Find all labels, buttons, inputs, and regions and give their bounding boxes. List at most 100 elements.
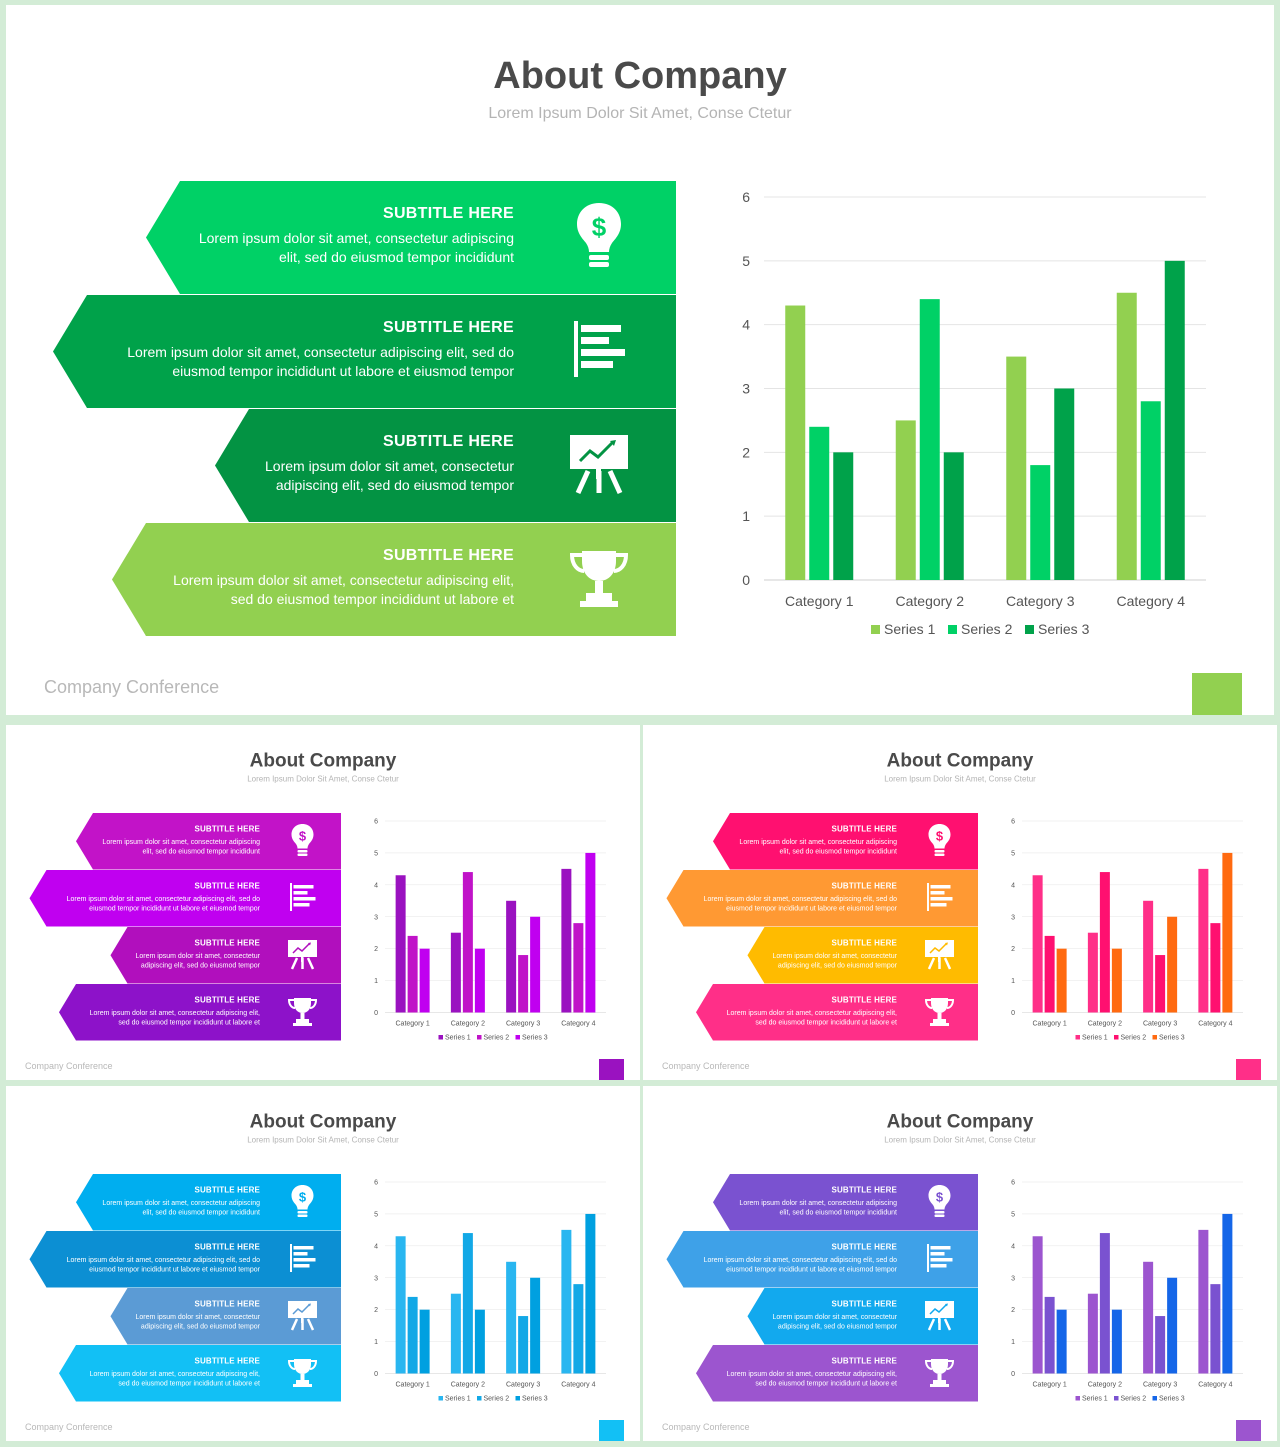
y-tick-label: 0 xyxy=(742,572,750,588)
y-tick-label: 1 xyxy=(374,978,378,985)
band-body-line-2: eiusmod tempor incididunt ut labore et e… xyxy=(726,904,897,912)
band-body: Lorem ipsum dolor sit amet, consectetur a… xyxy=(773,951,898,970)
bar-series-1-cat-3 xyxy=(1006,356,1027,580)
band-heading: SUBTITLE HERE xyxy=(831,882,897,891)
bar-series-3-cat-2 xyxy=(943,452,964,580)
band-body-line-2: elit, sed do eiusmod tempor incididunt xyxy=(779,847,897,855)
footer-text: Company Conference xyxy=(25,1422,113,1432)
slide-blue[interactable]: About Company Lorem Ipsum Dolor Sit Amet,… xyxy=(6,1086,640,1441)
bar-series-3-cat-4 xyxy=(585,1213,596,1374)
bar-series-2-cat-3 xyxy=(518,1316,529,1374)
bar-series-1-cat-3 xyxy=(1143,900,1154,1013)
x-tick-label: Category 1 xyxy=(396,1382,430,1389)
band-heading: SUBTITLE HERE xyxy=(382,319,514,336)
y-tick-label: 0 xyxy=(1011,1371,1015,1378)
slide-pink-orange[interactable]: About Company Lorem Ipsum Dolor Sit Amet,… xyxy=(643,725,1277,1080)
trophy-icon xyxy=(286,993,319,1030)
band-heading: SUBTITLE HERE xyxy=(382,433,514,450)
footer-text: Company Conference xyxy=(662,1061,750,1071)
bar-series-3-cat-1 xyxy=(1056,948,1067,1013)
band-body-line-2: eiusmod tempor incididunt ut labore et e… xyxy=(89,904,260,912)
info-band-4: SUBTITLE HERE Lorem ipsum dolor sit amet,… xyxy=(696,984,978,1041)
x-tick-label: Category 1 xyxy=(396,1021,430,1028)
legend-label: Series 1 xyxy=(445,1035,471,1042)
band-body: Lorem ipsum dolor sit amet, consectetur … xyxy=(739,1198,897,1217)
slide-violet-blue[interactable]: About Company Lorem Ipsum Dolor Sit Amet,… xyxy=(643,1086,1277,1441)
x-tick-label: Category 1 xyxy=(1033,1382,1067,1389)
band-heading: SUBTITLE HERE xyxy=(382,547,514,564)
band-arrow-shape xyxy=(666,1231,978,1288)
band-body-line-1: Lorem ipsum dolor sit amet, consectetur … xyxy=(703,894,897,903)
band-body: Lorem ipsum dolor sit amet, consectetur … xyxy=(704,1255,897,1274)
slide-green[interactable]: About Company Lorem Ipsum Dolor Sit Amet,… xyxy=(6,5,1274,715)
band-body-line-1: Lorem ipsum dolor sit amet, consectetur … xyxy=(102,837,260,846)
x-tick-label: Category 2 xyxy=(1088,1382,1122,1389)
corner-accent-square xyxy=(1236,1420,1261,1441)
band-heading: SUBTITLE HERE xyxy=(194,996,260,1005)
slide-purple[interactable]: About Company Lorem Ipsum Dolor Sit Amet,… xyxy=(6,725,640,1080)
band-text: SUBTITLE HERE Lorem ipsum dolor sit amet,… xyxy=(727,996,897,1027)
trophy-icon xyxy=(923,1354,956,1391)
page-title: About Company xyxy=(493,55,787,97)
info-band-4: SUBTITLE HERE Lorem ipsum dolor sit amet,… xyxy=(696,1345,978,1402)
x-tick-label: Category 3 xyxy=(1006,593,1075,609)
band-body-line-1: Lorem ipsum dolor sit amet, consectetur … xyxy=(102,1198,260,1207)
legend-label: Series 3 xyxy=(522,1035,548,1042)
chart-legend: Series 1 Series 2 Series 3 xyxy=(1075,1035,1185,1042)
band-body: Lorem ipsum dolor sit amet, consectetur … xyxy=(199,229,514,267)
page-title: About Company xyxy=(886,750,1034,771)
bar-series-2-cat-3 xyxy=(518,955,529,1013)
corner-accent-square xyxy=(1192,673,1242,715)
y-tick-label: 6 xyxy=(1011,1180,1015,1187)
band-body: Lorem ipsum dolor sit amet, consectetur … xyxy=(727,1369,897,1388)
band-body-line-2: elit, sed do eiusmod tempor incididunt xyxy=(142,1208,260,1216)
band-heading: SUBTITLE HERE xyxy=(194,882,260,891)
legend-swatch xyxy=(477,1396,482,1401)
band-text: SUBTITLE HERE Lorem ipsum dolor sit amet,… xyxy=(102,1186,260,1217)
bar-series-1-cat-3 xyxy=(1143,1261,1154,1374)
band-body-line-1: Lorem ipsum dolor sit amet, consectetur xyxy=(135,951,261,960)
info-band-3: SUBTITLE HERE Lorem ipsum dolor sit amet,… xyxy=(747,927,978,984)
x-tick-label: Category 2 xyxy=(1088,1021,1122,1028)
band-body-line-1: Lorem ipsum dolor sit amet, consectetur … xyxy=(739,837,897,846)
band-heading: SUBTITLE HERE xyxy=(194,1243,260,1252)
band-arrow-shape xyxy=(29,870,341,927)
band-text: SUBTITLE HERE Lorem ipsum dolor sit amet,… xyxy=(136,939,261,970)
info-band-3: SUBTITLE HERE Lorem ipsum dolor sit amet,… xyxy=(110,927,341,984)
bar-series-2-cat-2 xyxy=(462,1233,473,1374)
info-band-2: SUBTITLE HERE Lorem ipsum dolor sit amet,… xyxy=(29,870,341,927)
footer-text: Company Conference xyxy=(25,1061,113,1071)
band-text: SUBTITLE HERE Lorem ipsum dolor sit amet,… xyxy=(67,1243,260,1274)
legend-swatch xyxy=(438,1396,443,1401)
info-band-1: SUBTITLE HERE Lorem ipsum dolor sit amet,… xyxy=(76,1174,341,1231)
bar-series-1-cat-3 xyxy=(506,900,517,1013)
x-tick-label: Category 1 xyxy=(785,593,854,609)
slide-content: About Company Lorem Ipsum Dolor Sit Amet,… xyxy=(6,725,640,1080)
band-body-line-1: Lorem ipsum dolor sit amet, consectetur … xyxy=(739,1198,897,1207)
bar-list-icon xyxy=(923,1240,956,1277)
bar-series-2-cat-1 xyxy=(1044,935,1055,1013)
bar-chart: 0 1 2 3 4 5 6 Category 1 Category 2 Category 3 Cat… xyxy=(742,189,1206,637)
band-body: Lorem ipsum dolor sit amet, consectetur a… xyxy=(136,1312,261,1331)
band-body-line-2: sed do eiusmod tempor incididunt ut labo… xyxy=(755,1379,897,1387)
page-title: About Company xyxy=(249,1111,397,1132)
band-heading: SUBTITLE HERE xyxy=(194,1357,260,1366)
bar-series-1-cat-2 xyxy=(895,420,916,580)
page-title: About Company xyxy=(886,1111,1034,1132)
bar-series-2-cat-3 xyxy=(1155,1316,1166,1374)
bar-series-3-cat-2 xyxy=(1111,1309,1122,1374)
band-arrow-shape xyxy=(29,1231,341,1288)
bar-series-2-cat-4 xyxy=(573,923,584,1013)
x-tick-label: Category 2 xyxy=(451,1021,485,1028)
bar-series-1-cat-2 xyxy=(1087,1293,1098,1374)
y-tick-label: 2 xyxy=(1011,1307,1015,1314)
band-arrow-shape xyxy=(59,1345,341,1402)
bar-series-2-cat-2 xyxy=(1099,872,1110,1013)
band-arrow-shape xyxy=(666,870,978,927)
bar-list-icon xyxy=(923,879,956,916)
svg-text:$: $ xyxy=(936,829,944,844)
band-text: SUBTITLE HERE Lorem ipsum dolor sit amet,… xyxy=(739,1186,897,1217)
page-subtitle: Lorem Ipsum Dolor Sit Amet, Conse Ctetur xyxy=(247,775,399,784)
legend-swatch xyxy=(1114,1396,1119,1401)
info-band-4: SUBTITLE HERE Lorem ipsum dolor sit amet,… xyxy=(59,1345,341,1402)
